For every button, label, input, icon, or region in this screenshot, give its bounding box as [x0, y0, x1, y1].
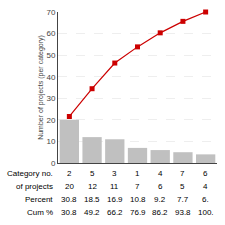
svg-text:16.9: 16.9 [107, 195, 123, 204]
svg-text:76.9: 76.9 [130, 208, 146, 217]
svg-text:Cum %: Cum % [27, 208, 53, 217]
svg-text:6: 6 [158, 182, 163, 191]
svg-text:5: 5 [180, 182, 185, 191]
svg-text:93.8: 93.8 [175, 208, 191, 217]
svg-text:30.8: 30.8 [61, 195, 77, 204]
svg-text:50: 50 [46, 51, 55, 60]
svg-text:Percent: Percent [25, 195, 53, 204]
svg-text:5: 5 [90, 169, 95, 178]
svg-text:30: 30 [46, 94, 55, 103]
svg-text:11: 11 [110, 182, 119, 191]
svg-text:60: 60 [46, 29, 55, 38]
svg-text:20: 20 [65, 182, 74, 191]
svg-text:86.2: 86.2 [152, 208, 168, 217]
svg-text:30.8: 30.8 [61, 208, 77, 217]
svg-text:10.8: 10.8 [130, 195, 146, 204]
svg-text:4: 4 [158, 169, 163, 178]
svg-text:20: 20 [46, 116, 55, 125]
svg-text:6: 6 [203, 169, 208, 178]
svg-text:40: 40 [46, 73, 55, 82]
svg-text:18.5: 18.5 [84, 195, 100, 204]
svg-text:10: 10 [46, 137, 55, 146]
svg-text:2: 2 [67, 169, 72, 178]
svg-text:7.7: 7.7 [177, 195, 189, 204]
svg-text:Number of projects (per catego: Number of projects (per category) [37, 35, 45, 140]
svg-text:1: 1 [135, 169, 140, 178]
svg-text:49.2: 49.2 [84, 208, 100, 217]
svg-text:Category no.: Category no. [7, 169, 53, 178]
svg-text:66.2: 66.2 [107, 208, 123, 217]
svg-text:7: 7 [180, 169, 185, 178]
svg-text:9.2: 9.2 [154, 195, 166, 204]
svg-text:0: 0 [51, 159, 56, 168]
svg-text:of projects: of projects [16, 182, 53, 191]
svg-text:7: 7 [135, 182, 140, 191]
svg-text:70: 70 [46, 8, 55, 17]
svg-text:6.: 6. [202, 195, 209, 204]
svg-text:4: 4 [203, 182, 208, 191]
svg-text:12: 12 [88, 182, 97, 191]
svg-text:3: 3 [112, 169, 117, 178]
svg-text:100.: 100. [198, 208, 214, 217]
